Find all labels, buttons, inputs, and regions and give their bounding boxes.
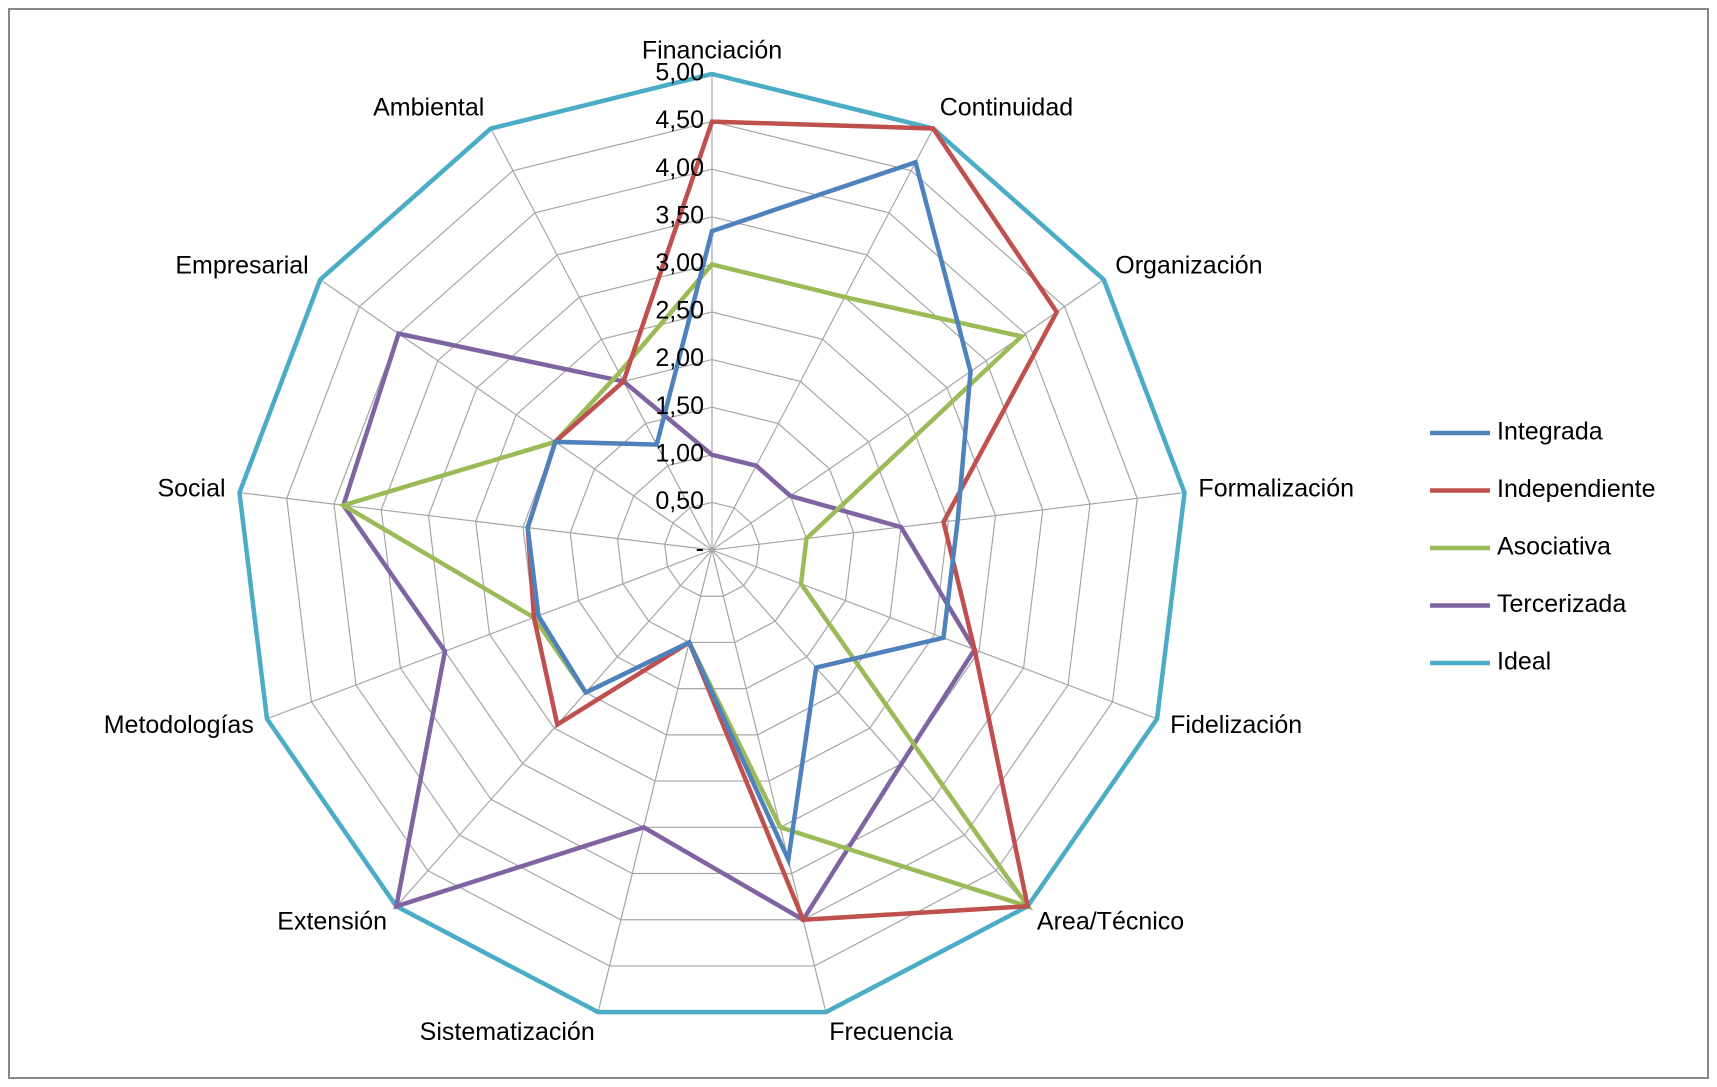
r-tick-label: 2,50 <box>655 297 704 325</box>
r-tick-label: 4,00 <box>655 154 704 182</box>
category-label: Sistematización <box>420 1018 595 1046</box>
category-label: Area/Técnico <box>1037 907 1184 935</box>
category-label: Financiación <box>642 37 782 65</box>
grid-ring <box>286 120 1138 967</box>
category-label: Organización <box>1115 252 1262 280</box>
legend-label: Integrada <box>1497 418 1603 446</box>
category-label: Continuidad <box>940 94 1073 122</box>
legend-label: Tercerizada <box>1497 590 1626 618</box>
legend-label: Ideal <box>1497 648 1551 676</box>
spoke <box>239 492 713 551</box>
r-tick-label: 5,00 <box>655 59 704 87</box>
r-tick-label: 1,00 <box>655 439 704 467</box>
legend-label: Asociativa <box>1497 533 1611 561</box>
spoke <box>711 279 1105 551</box>
spoke <box>711 549 827 1013</box>
spoke <box>319 279 713 551</box>
category-label: Empresarial <box>175 252 308 280</box>
r-tick-label: 3,50 <box>655 201 704 229</box>
category-label: Fidelización <box>1170 711 1302 739</box>
legend-label: Independiente <box>1497 475 1655 503</box>
grid-ring <box>380 216 1044 875</box>
spoke <box>711 128 934 551</box>
r-tick-label: 4,50 <box>655 106 704 134</box>
grid-ring <box>475 311 949 782</box>
spoke <box>266 549 713 720</box>
grid-ring <box>664 501 760 597</box>
series-line <box>237 71 1187 1015</box>
category-label: Extensión <box>277 907 387 935</box>
spoke <box>711 549 1029 907</box>
r-tick-label: - <box>696 535 704 563</box>
r-tick-label: 3,00 <box>655 249 704 277</box>
spoke <box>711 549 1158 720</box>
spoke <box>597 549 713 1013</box>
spoke <box>395 549 713 907</box>
spoke <box>711 492 1185 551</box>
category-label: Frecuencia <box>829 1018 953 1046</box>
series-line <box>337 261 1034 911</box>
r-tick-label: 1,50 <box>655 392 704 420</box>
r-tick-label: 2,00 <box>655 344 704 372</box>
grid-ring <box>427 263 997 828</box>
category-label: Ambiental <box>373 94 484 122</box>
spoke <box>490 128 713 551</box>
category-label: Metodologías <box>104 711 254 739</box>
series-line <box>340 331 978 923</box>
category-label: Formalización <box>1198 475 1354 503</box>
category-label: Social <box>157 475 225 503</box>
grid-ring <box>616 454 808 644</box>
r-tick-label: 0,50 <box>655 487 704 515</box>
series-line <box>525 159 973 868</box>
